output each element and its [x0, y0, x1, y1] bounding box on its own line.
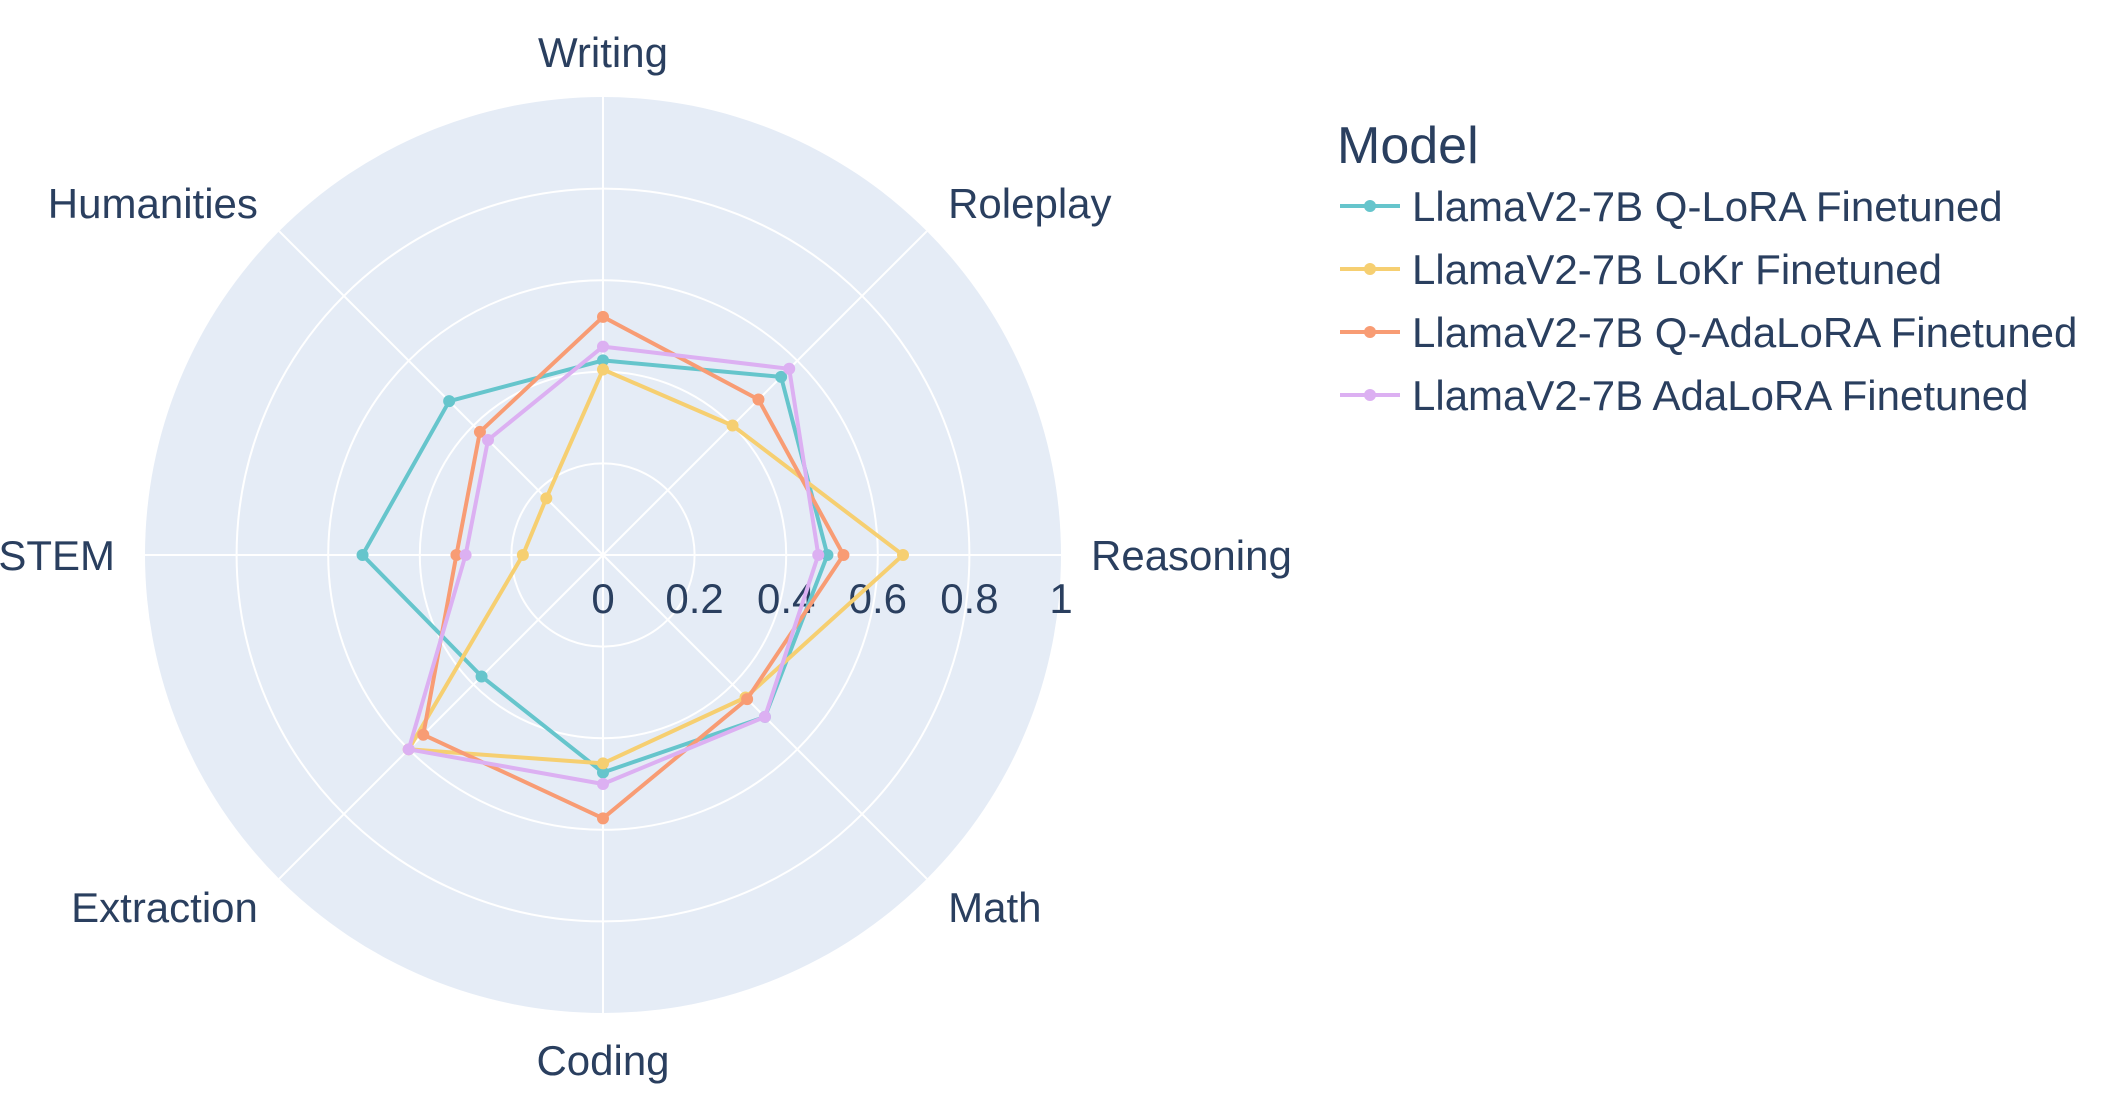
legend: Model LlamaV2-7B Q-LoRA Finetuned LlamaV2…: [1337, 117, 2077, 419]
radial-tick-label: 0.6: [849, 575, 907, 622]
legend-title: Model: [1337, 117, 1479, 175]
legend-item[interactable]: LlamaV2-7B LoKr Finetuned: [1340, 246, 1942, 293]
data-point: [540, 492, 553, 505]
legend-label: LlamaV2-7B Q-AdaLoRA Finetuned: [1412, 309, 2077, 356]
data-point: [475, 670, 488, 683]
legend-item[interactable]: LlamaV2-7B Q-LoRA Finetuned: [1340, 183, 2003, 230]
data-point: [417, 728, 430, 741]
data-point: [482, 434, 495, 447]
grid-spoke: [602, 230, 928, 556]
data-point: [597, 354, 609, 367]
data-point: [356, 549, 369, 561]
legend-item[interactable]: LlamaV2-7B Q-AdaLoRA Finetuned: [1340, 309, 2077, 356]
legend-item[interactable]: LlamaV2-7B AdaLoRA Finetuned: [1340, 372, 2028, 419]
data-point: [752, 393, 765, 406]
category-axis-labels: Writing Roleplay Reasoning Math Coding Extrac…: [0, 29, 1292, 1084]
series-2: [417, 310, 850, 825]
series-1: [402, 363, 909, 770]
category-label: Extraction: [71, 884, 258, 931]
category-label: Reasoning: [1091, 532, 1292, 579]
radial-tick-label: 0.8: [940, 575, 998, 622]
radial-tick-label: 1: [1049, 575, 1072, 622]
radial-tick-label: 0: [591, 575, 614, 622]
category-label: Writing: [538, 29, 668, 76]
category-label: Coding: [536, 1037, 669, 1084]
legend-label: LlamaV2-7B AdaLoRA Finetuned: [1412, 372, 2028, 419]
data-point: [837, 549, 850, 561]
data-point: [775, 370, 788, 383]
category-label: Roleplay: [948, 180, 1111, 227]
legend-swatch-marker: [1364, 326, 1376, 338]
data-point: [597, 310, 609, 323]
data-point: [597, 778, 609, 790]
legend-swatch-marker: [1364, 389, 1376, 401]
data-point: [473, 425, 486, 438]
data-point: [597, 766, 609, 779]
polar-grid: [145, 97, 1061, 1013]
data-point: [726, 419, 739, 432]
data-point: [783, 362, 796, 375]
category-label: Humanities: [48, 180, 258, 227]
legend-swatch-marker: [1364, 263, 1376, 275]
radial-tick-label: 0.4: [757, 575, 815, 622]
data-point: [597, 340, 609, 353]
series-3: [402, 340, 825, 790]
data-point: [597, 757, 609, 770]
radial-tick-label: 0.2: [665, 575, 723, 622]
data-point: [459, 549, 472, 561]
grid-spoke: [278, 554, 604, 880]
radial-tick-labels: 0 0.2 0.4 0.6 0.8 1: [591, 575, 1072, 622]
data-point: [812, 549, 825, 561]
data-point: [821, 549, 834, 561]
data-point: [402, 743, 415, 756]
data-point: [741, 693, 754, 706]
data-point: [450, 549, 463, 561]
series-layer: [356, 310, 909, 825]
data-point: [597, 812, 609, 825]
data-point: [516, 549, 529, 561]
category-label: STEM: [0, 532, 115, 579]
data-point: [758, 710, 771, 723]
legend-label: LlamaV2-7B Q-LoRA Finetuned: [1412, 183, 2003, 230]
data-point: [443, 395, 456, 408]
data-point: [597, 363, 609, 376]
category-label: Math: [948, 884, 1041, 931]
data-point: [896, 549, 909, 561]
legend-swatch-marker: [1364, 200, 1376, 212]
legend-label: LlamaV2-7B LoKr Finetuned: [1412, 246, 1942, 293]
